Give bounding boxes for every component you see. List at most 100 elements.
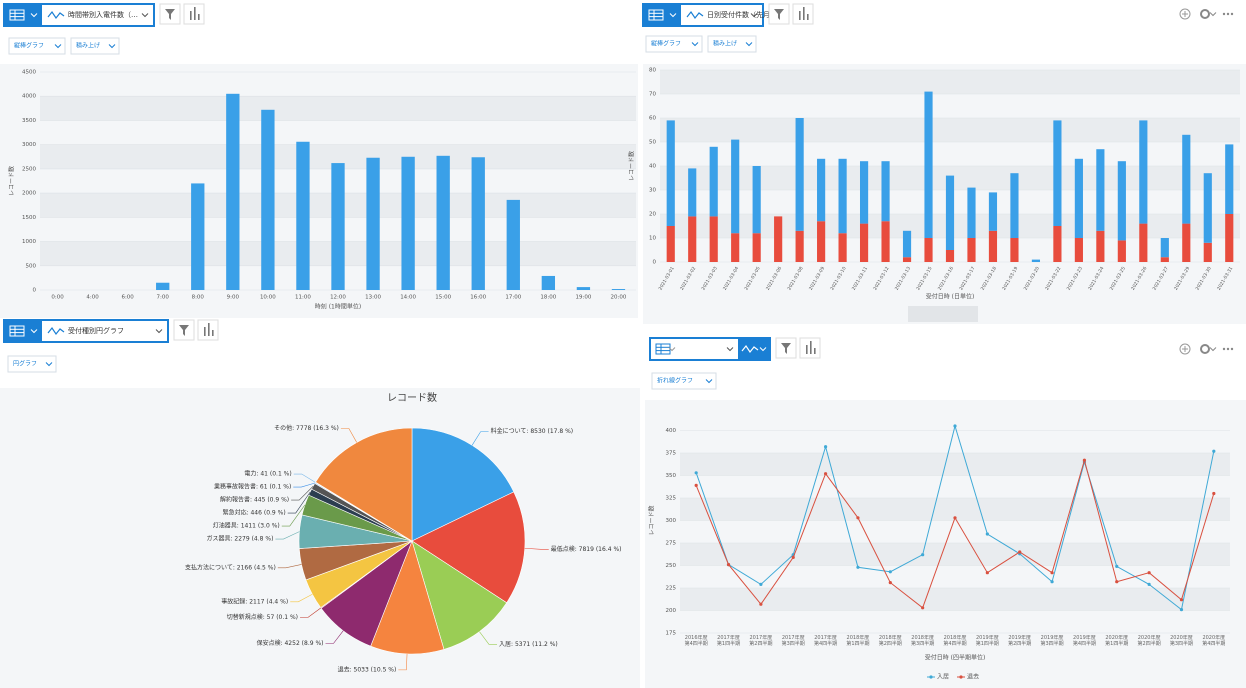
bar-segment [881,161,890,222]
option-button[interactable] [8,37,66,55]
add-button[interactable] [1179,343,1191,355]
bar-segment [945,175,955,250]
bar [366,157,380,290]
slice-label: ガス器具: 2279 (4.8 %) [206,535,273,543]
chevron [745,42,753,47]
bar-segment [709,146,718,217]
leader-line [293,473,316,483]
slice-label: 灯油器具: 1411 (3.0 %) [213,522,280,530]
line-point [888,581,892,585]
option-button[interactable] [70,37,120,55]
option-button[interactable] [645,35,703,53]
bar [331,163,345,290]
line-point [1115,580,1119,584]
leader-line [398,653,408,671]
chevron [108,44,116,49]
bar [296,141,310,290]
bar-segment [838,158,847,234]
x-tick-label: 6:00 [121,295,134,301]
y-tick-label: 50 [649,140,656,146]
y-tick-label: 200 [666,608,677,614]
bar-segment [1203,242,1212,262]
bar-segment [1053,120,1062,226]
y-tick-label: 4000 [22,94,36,100]
y-tick-label: 10 [649,236,656,242]
y-tick-label: 2500 [22,166,36,172]
option-button[interactable] [707,35,757,53]
x-tick-label: 2019年度第3四半期 [1040,635,1064,648]
bar-segment [688,216,697,262]
add-icon [1182,346,1188,352]
bar-segment [1160,257,1169,262]
x-tick-label: 2018年度第1四半期 [846,635,870,648]
line-point [921,553,925,557]
pie-slice [411,540,508,650]
bar-icon [198,14,200,20]
more-button[interactable] [1230,347,1234,351]
bar-icon [803,7,805,20]
y-tick-label: 400 [666,428,677,434]
option-label: 折れ線グラフ [657,377,693,385]
more-button[interactable] [1226,347,1230,351]
bar-segment [1074,158,1083,238]
slice-label: 退去: 5033 (10.5 %) [338,665,397,673]
x-tick-label-box: 2018年度第3四半期 [911,635,935,648]
line-point [791,555,795,560]
x-tick-label-box: 2019年度第4四半期 [1073,635,1096,647]
slice-label: 解約報告書: 445 (0.9 %) [220,496,289,504]
line-point [1147,582,1151,587]
leader-line [287,491,311,514]
x-tick-label: 2018年度第3四半期 [911,635,935,648]
leader-line [325,630,344,644]
chevron [759,347,767,352]
slice-label: 入居: 5371 (11.2 %) [499,641,558,648]
option-label: 積み上げ [76,42,100,50]
bar [471,157,485,290]
y-tick-label: 350 [666,473,677,479]
line-point [823,445,828,449]
y-tick-label: 3500 [22,118,36,124]
more-button[interactable] [1226,12,1230,16]
more-button[interactable] [1222,347,1226,351]
option-button[interactable] [651,372,717,390]
bar [506,199,520,290]
line-point [1212,491,1216,496]
bar-segment [1096,230,1105,262]
bar-icon [810,341,812,354]
y-tick-label: 300 [666,518,677,524]
bar-segment [817,158,826,222]
table-icon [648,9,664,21]
grid-band [40,96,636,121]
settings-button[interactable] [1200,344,1210,354]
y-tick-label: 175 [666,631,677,637]
x-tick-label: 2018年度第4四半期 [943,635,967,648]
x-tick-label: 0:00 [51,295,64,301]
bar [541,275,556,290]
x-tick-label: 8:00 [192,295,205,301]
bar-icon [806,345,808,354]
more-button[interactable] [1230,12,1234,16]
leader-line [281,504,306,527]
x-tick-label-box: 2018年度第2四半期 [879,635,902,647]
line-point [694,483,698,487]
add-button[interactable] [1179,8,1191,20]
bar-segment [1096,149,1105,231]
chevron [668,347,676,352]
y-tick-label: 0 [33,288,37,294]
settings-button[interactable] [1200,9,1210,19]
leader-line [277,564,302,569]
bar-segment [967,187,976,238]
y-tick-label: 1500 [22,215,36,221]
x-tick-label-box: 2017年度第1四半期 [717,635,740,647]
option-button[interactable] [7,355,57,373]
chevron [726,347,734,352]
more-button[interactable] [1222,12,1226,16]
bar-icon [194,7,196,20]
x-tick-label: 2017年度第2四半期 [749,635,773,648]
y-tick-label: 20 [649,212,656,218]
line-point [856,565,860,569]
pie-slice [411,427,515,542]
line-point [985,571,989,575]
x-tick-label-box: 2017年度第2四半期 [749,635,773,648]
bar-segment [1182,134,1191,224]
